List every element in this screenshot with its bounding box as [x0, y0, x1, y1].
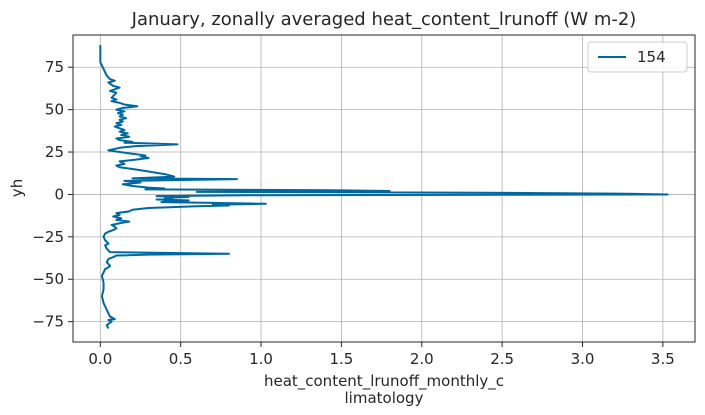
plot-frame [72, 34, 696, 343]
x-tick-label: 0.0 [88, 350, 112, 368]
x-tick-label: 2.0 [410, 350, 434, 368]
y-tick-label: −50 [32, 270, 64, 288]
y-tick-label: 25 [45, 143, 64, 161]
legend: 154 [587, 41, 688, 73]
y-axis-label: yh [8, 179, 26, 197]
y-tick-label: −25 [32, 228, 64, 246]
data-layer [99, 45, 669, 329]
legend-label: 154 [637, 48, 666, 66]
x-tick-label: 1.5 [329, 350, 353, 368]
x-tick-label: 2.5 [490, 350, 514, 368]
x-axis-ticks: 0.0 0.5 1.0 1.5 2.0 2.5 3.0 3.5 [88, 342, 675, 368]
y-axis-ticks: 75 50 25 0 −25 −50 −75 [32, 58, 73, 331]
y-tick-label: 50 [45, 101, 64, 119]
y-tick-label: 0 [54, 185, 64, 203]
x-tick-label: 0.5 [169, 350, 193, 368]
y-tick-label: 75 [45, 58, 64, 76]
x-tick-label: 3.0 [571, 350, 595, 368]
x-tick-label: 1.0 [249, 350, 273, 368]
legend-box [587, 41, 688, 73]
x-tick-label: 3.5 [651, 350, 675, 368]
x-axis-label-line-2: limatology [345, 389, 424, 407]
x-axis-label-line-1: heat_content_lrunoff_monthly_c [264, 372, 504, 391]
series-line-0 [99, 45, 669, 329]
y-tick-label: −75 [32, 313, 64, 331]
grid [73, 35, 695, 342]
chart-title: January, zonally averaged heat_content_l… [131, 9, 637, 30]
